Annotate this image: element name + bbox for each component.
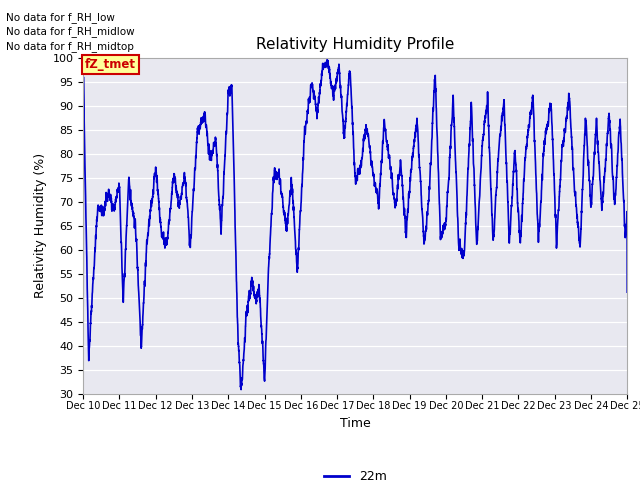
Text: No data for f_RH_midtop: No data for f_RH_midtop (6, 41, 134, 52)
Y-axis label: Relativity Humidity (%): Relativity Humidity (%) (34, 153, 47, 298)
Legend: 22m: 22m (319, 465, 392, 480)
Text: No data for f_RH_midlow: No data for f_RH_midlow (6, 26, 135, 37)
Title: Relativity Humidity Profile: Relativity Humidity Profile (256, 37, 454, 52)
X-axis label: Time: Time (340, 417, 371, 430)
Text: No data for f_RH_low: No data for f_RH_low (6, 12, 115, 23)
Text: fZ_tmet: fZ_tmet (85, 58, 136, 71)
